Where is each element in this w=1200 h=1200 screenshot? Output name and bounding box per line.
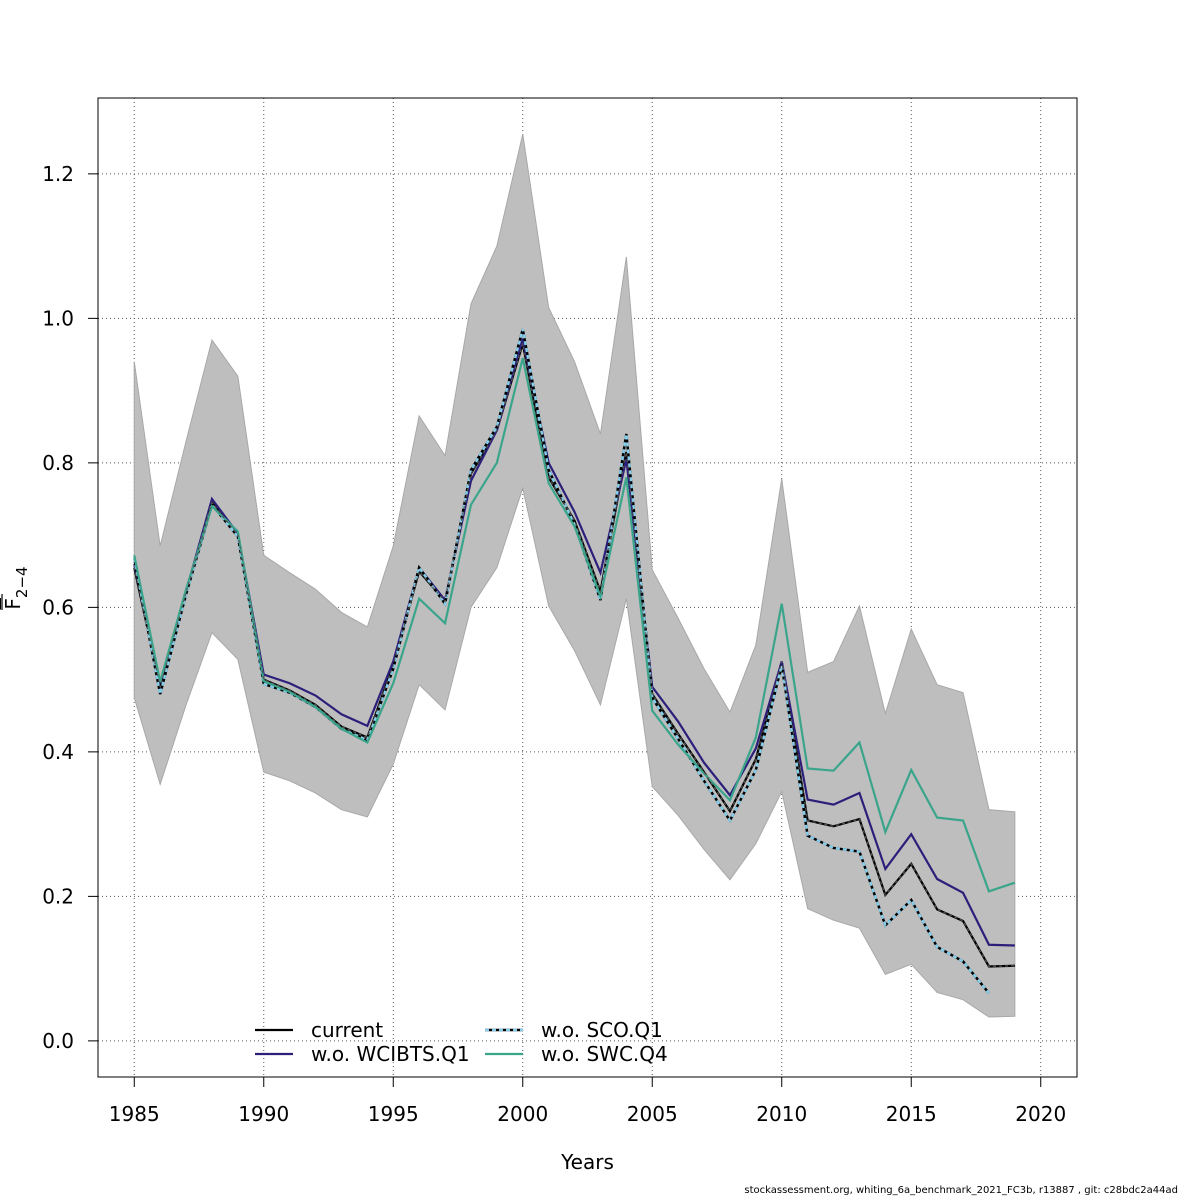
x-tick-label: 1990 xyxy=(238,1102,289,1126)
confidence-band xyxy=(133,134,1016,1018)
legend-label-w-o-swc-q4: w.o. SWC.Q4 xyxy=(541,1042,668,1066)
y-tick-label: 0.4 xyxy=(42,740,74,764)
plot-border xyxy=(97,97,1078,1078)
y-tick-label: 0.6 xyxy=(42,595,74,619)
y-axis-title-text: F2−4 xyxy=(1,566,31,609)
y-tick-label: 0.2 xyxy=(42,884,74,908)
footer-caption: stockassessment.org, whiting_6a_benchmar… xyxy=(744,1185,1178,1196)
x-tick-label: 2015 xyxy=(886,1102,937,1126)
x-axis: 1985 1990 1995 2000 2005 2010 2015 2020 xyxy=(109,1077,1066,1126)
series-line-current-overlay xyxy=(133,343,1015,968)
x-tick-label: 2020 xyxy=(1015,1102,1066,1126)
y-tick-label: 1.0 xyxy=(42,306,74,330)
legend-label-current: current xyxy=(311,1018,383,1042)
x-tick-label: 1995 xyxy=(368,1102,419,1126)
x-tick-label: 1985 xyxy=(109,1102,160,1126)
y-tick-label: 0.0 xyxy=(42,1029,74,1053)
series-line-w-o-sco-q1 xyxy=(133,328,990,994)
series-line-w-o-swc-q4 xyxy=(133,357,1016,893)
y-axis-title: F2−4 xyxy=(1,566,31,610)
series-lines xyxy=(133,328,1016,994)
x-axis-title: Years xyxy=(560,1150,614,1174)
x-tick-label: 2005 xyxy=(627,1102,678,1126)
x-tick-label: 2000 xyxy=(497,1102,548,1126)
y-axis: 0.0 0.2 0.4 0.6 0.8 1.0 1.2 xyxy=(42,162,98,1053)
x-tick-label: 2010 xyxy=(756,1102,807,1126)
confidence-band-area xyxy=(133,134,1016,1018)
y-tick-label: 1.2 xyxy=(42,162,74,186)
y-tick-label: 0.8 xyxy=(42,451,74,475)
legend-label-w-o-wcibts-q1: w.o. WCIBTS.Q1 xyxy=(311,1042,470,1066)
legend-label-w-o-sco-q1: w.o. SCO.Q1 xyxy=(541,1018,663,1042)
series-line-w-o-wcibts-q1 xyxy=(133,338,1015,947)
